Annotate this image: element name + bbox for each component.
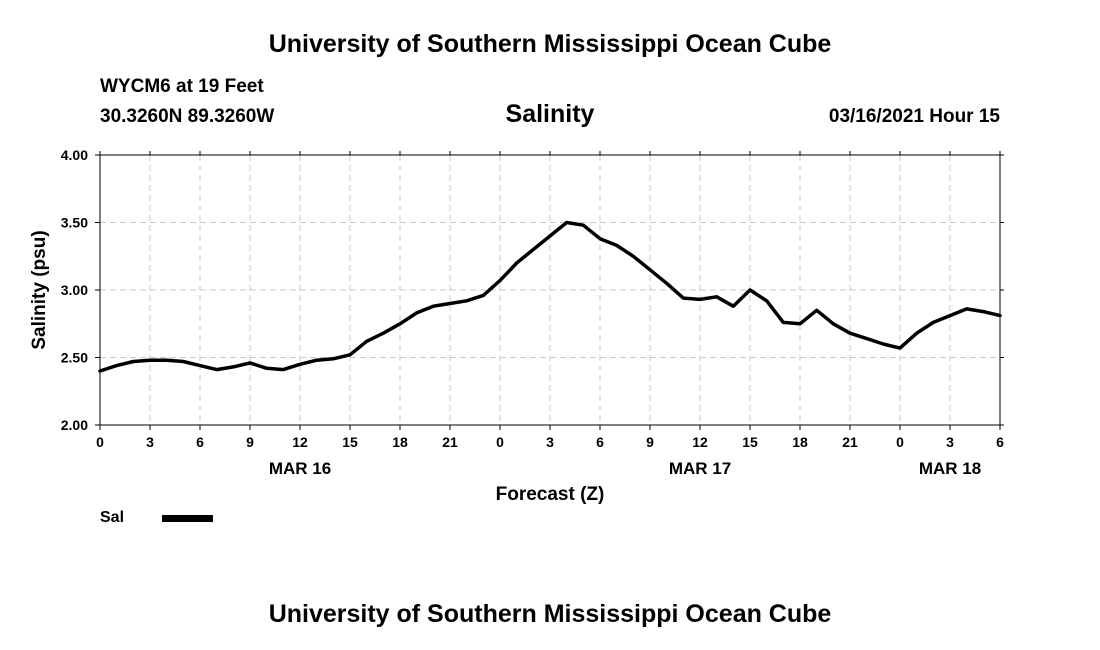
y-tick-label: 2.00 [61, 417, 88, 433]
x-tick-label: 3 [946, 434, 954, 450]
legend-line-swatch [162, 514, 213, 522]
y-tick-label: 4.00 [61, 147, 88, 163]
footer-title: University of Southern Mississippi Ocean… [268, 600, 832, 628]
x-axis-label: Forecast (Z) [496, 484, 605, 505]
series-line-sal [98, 220, 1002, 373]
x-tick-label: 6 [196, 434, 204, 450]
x-tick-label: 12 [292, 434, 308, 450]
salinity-chart: 0 3 6 9 12 15 18 21 0 3 6 9 12 15 18 21 0 3 6 2.00 2.50 3.00 3… [29, 147, 1004, 505]
x-tick-label: 18 [792, 434, 808, 450]
x-tick-label: 9 [246, 434, 254, 450]
forecast-datetime: 03/16/2021 Hour 15 [828, 106, 1000, 127]
chart-title: Salinity [505, 100, 595, 128]
legend-label: Sal [100, 509, 125, 526]
legend: Sal [100, 509, 213, 527]
y-tick-label: 3.50 [61, 215, 88, 231]
x-tick-label: 0 [96, 434, 104, 450]
x-tick-label: 15 [342, 434, 358, 450]
x-tick-label: 0 [896, 434, 904, 450]
date-label: MAR 16 [269, 459, 331, 478]
x-tick-label: 21 [842, 434, 858, 450]
coordinates-label: 30.3260N 89.3260W [100, 106, 275, 127]
date-label: MAR 18 [919, 459, 981, 478]
x-tick-label: 21 [442, 434, 458, 450]
y-axis-label: Salinity (psu) [29, 230, 50, 349]
date-label: MAR 17 [669, 459, 731, 478]
x-tick-label: 3 [146, 434, 154, 450]
x-tick-label: 12 [692, 434, 708, 450]
y-tick-label: 2.50 [61, 350, 88, 366]
station-label: WYCM6 at 19 Feet [100, 76, 264, 97]
x-tick-label: 6 [996, 434, 1004, 450]
x-tick-label: 6 [596, 434, 604, 450]
x-tick-label: 3 [546, 434, 554, 450]
x-tick-label: 15 [742, 434, 758, 450]
y-tick-label: 3.00 [61, 282, 88, 298]
x-tick-label: 0 [496, 434, 504, 450]
x-tick-label: 9 [646, 434, 654, 450]
plot-frame [99, 154, 1001, 426]
x-tick-label: 18 [392, 434, 408, 450]
page-title: University of Southern Mississippi Ocean… [268, 30, 832, 58]
